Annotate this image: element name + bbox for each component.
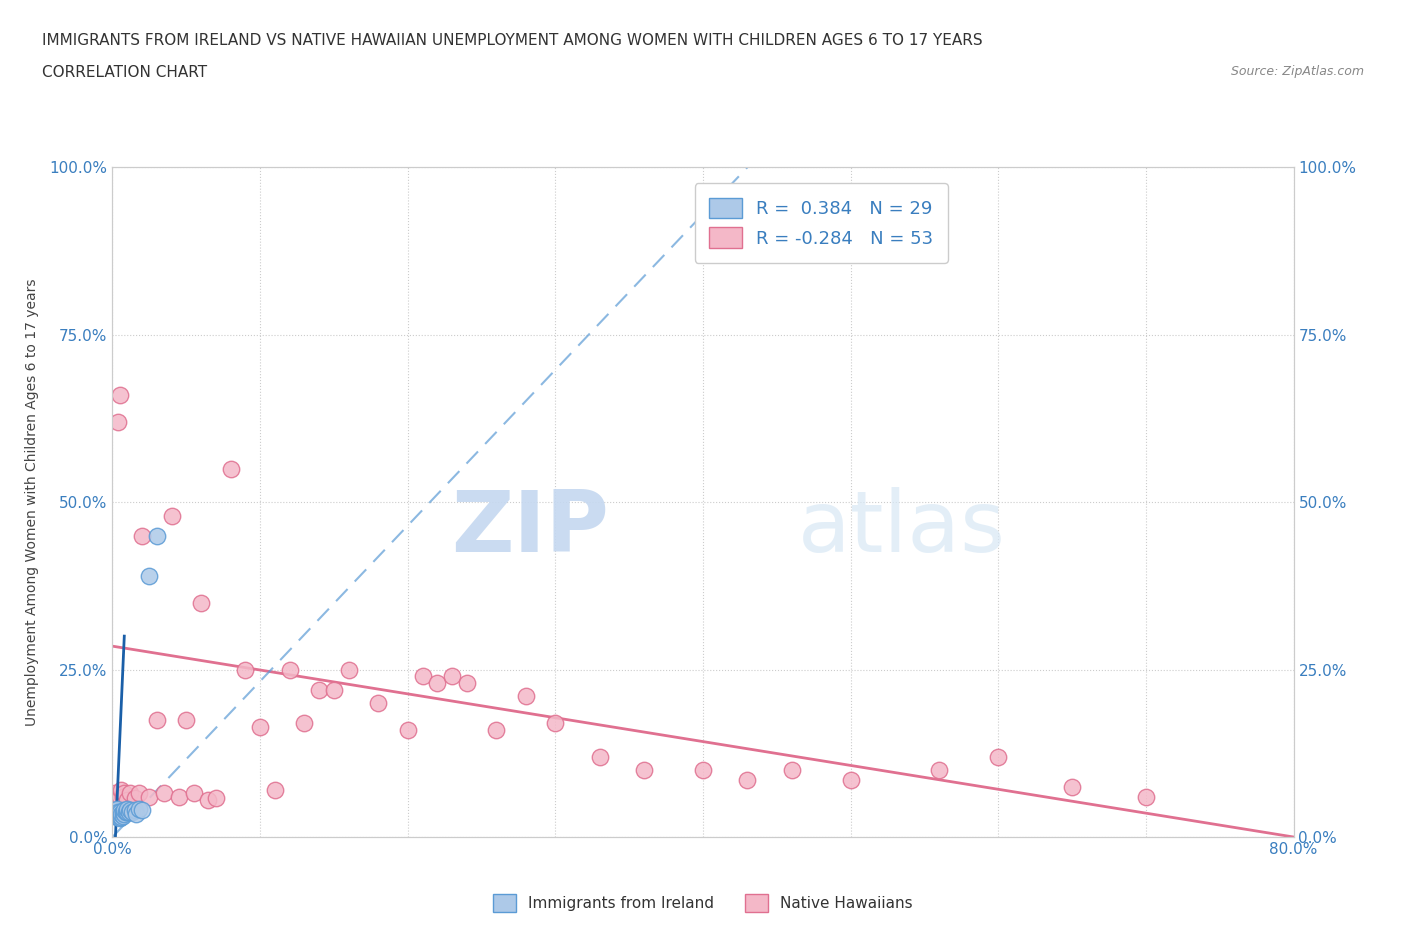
Text: CORRELATION CHART: CORRELATION CHART: [42, 65, 207, 80]
Point: [121, 804, 143, 819]
Point: [160, 508, 183, 523]
Point: [1135, 790, 1157, 804]
Point: [219, 461, 242, 476]
Point: [987, 750, 1010, 764]
Point: [146, 712, 169, 727]
Point: [292, 716, 315, 731]
Point: [544, 716, 567, 731]
Point: [839, 773, 862, 788]
Point: [107, 415, 129, 430]
Point: [515, 689, 537, 704]
Point: [112, 786, 135, 801]
Point: [174, 712, 197, 727]
Point: [264, 783, 287, 798]
Point: [108, 790, 131, 804]
Point: [110, 806, 132, 821]
Point: [118, 804, 141, 819]
Point: [105, 802, 128, 817]
Point: [278, 662, 301, 677]
Point: [110, 809, 132, 824]
Point: [737, 773, 759, 788]
Point: [308, 683, 330, 698]
Point: [117, 804, 138, 819]
Point: [110, 783, 132, 798]
Point: [104, 803, 127, 817]
Point: [411, 669, 433, 684]
Point: [128, 786, 150, 801]
Point: [112, 806, 135, 821]
Point: [105, 804, 128, 819]
Point: [426, 675, 449, 690]
Point: [138, 568, 160, 583]
Point: [456, 675, 478, 690]
Point: [167, 790, 190, 804]
Point: [337, 662, 360, 677]
Point: [117, 792, 138, 807]
Point: [124, 803, 146, 817]
Point: [205, 790, 228, 805]
Y-axis label: Unemployment Among Women with Children Ages 6 to 17 years: Unemployment Among Women with Children A…: [24, 278, 38, 726]
Point: [588, 750, 610, 764]
Point: [1062, 779, 1084, 794]
Point: [108, 811, 131, 826]
Point: [131, 528, 153, 543]
Point: [928, 763, 950, 777]
Point: [131, 803, 153, 817]
Point: [112, 803, 135, 817]
Point: [128, 802, 150, 817]
Point: [485, 723, 508, 737]
Legend: R =  0.384   N = 29, R = -0.284   N = 53: R = 0.384 N = 29, R = -0.284 N = 53: [695, 183, 948, 263]
Legend: Immigrants from Ireland, Native Hawaiians: Immigrants from Ireland, Native Hawaiian…: [486, 888, 920, 918]
Point: [105, 796, 128, 811]
Point: [233, 662, 256, 677]
Point: [107, 809, 129, 824]
Point: [114, 804, 136, 819]
Point: [103, 790, 125, 804]
Point: [396, 723, 419, 737]
Point: [367, 696, 389, 711]
Point: [105, 809, 128, 824]
Point: [108, 388, 131, 403]
Point: [780, 763, 803, 777]
Point: [108, 804, 131, 819]
Point: [190, 595, 212, 610]
Point: [124, 790, 146, 805]
Text: Source: ZipAtlas.com: Source: ZipAtlas.com: [1230, 65, 1364, 78]
Point: [120, 803, 142, 817]
Point: [197, 792, 219, 807]
Point: [633, 763, 655, 777]
Point: [153, 786, 176, 801]
Point: [104, 786, 127, 801]
Point: [104, 806, 127, 821]
Point: [111, 808, 134, 823]
Point: [125, 806, 148, 821]
Point: [120, 786, 142, 801]
Point: [323, 683, 346, 698]
Point: [441, 669, 464, 684]
Point: [249, 719, 271, 734]
Text: ZIP: ZIP: [451, 487, 609, 570]
Text: atlas: atlas: [797, 487, 1005, 570]
Point: [138, 790, 160, 804]
Point: [117, 802, 138, 817]
Point: [111, 804, 134, 819]
Point: [107, 792, 129, 807]
Point: [107, 804, 129, 819]
Point: [107, 806, 129, 821]
Point: [108, 808, 131, 823]
Text: IMMIGRANTS FROM IRELAND VS NATIVE HAWAIIAN UNEMPLOYMENT AMONG WOMEN WITH CHILDRE: IMMIGRANTS FROM IRELAND VS NATIVE HAWAII…: [42, 33, 983, 47]
Point: [111, 790, 134, 804]
Point: [183, 786, 205, 801]
Point: [692, 763, 714, 777]
Point: [146, 528, 169, 543]
